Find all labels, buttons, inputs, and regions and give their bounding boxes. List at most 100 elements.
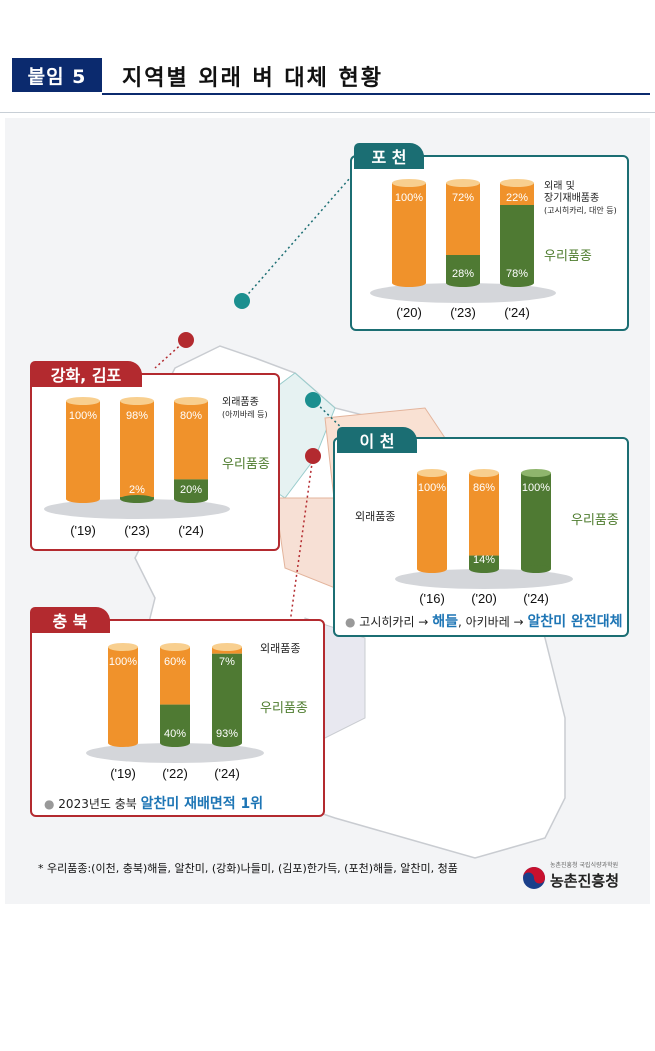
year-label: ('23) xyxy=(124,523,150,538)
bar-foreign xyxy=(66,401,100,499)
appendix-badge: 붙임 5 xyxy=(12,58,102,92)
bar-base xyxy=(174,495,208,503)
year-label: ('20) xyxy=(471,591,497,606)
chart-chungbuk: 100% ('19) 60% 40% ('22) 7% 93% ('24) xyxy=(86,643,264,781)
pedestal xyxy=(370,283,556,303)
year-label: ('22) xyxy=(162,766,188,781)
value-label-foreign: 100% xyxy=(109,656,137,668)
bar-cap xyxy=(500,179,534,187)
bar-base xyxy=(446,279,480,287)
bar-domestic xyxy=(212,653,242,743)
bar-base xyxy=(392,279,426,287)
bar-cap xyxy=(392,179,426,187)
bar-base xyxy=(212,739,242,747)
bar-domestic xyxy=(521,473,551,569)
value-label-domestic: 14% xyxy=(473,554,495,566)
value-label-domestic: 100% xyxy=(522,482,550,494)
pedestal xyxy=(86,743,264,763)
bar-base xyxy=(500,279,534,287)
bar-base xyxy=(120,495,154,503)
ganghwa-marker xyxy=(178,332,194,348)
label-domestic: 우리품종 xyxy=(222,457,270,472)
tab-icheon: 이 천 xyxy=(337,427,417,453)
value-label-foreign: 60% xyxy=(164,656,186,668)
tab-chungbuk: 충 북 xyxy=(30,607,110,633)
bar-foreign xyxy=(392,183,426,283)
year-label: ('20) xyxy=(396,305,422,320)
note-alchanmi: 알찬미 완전대체 xyxy=(527,614,623,630)
bar-domestic xyxy=(446,255,480,283)
label-domestic: 우리품종 xyxy=(260,701,308,716)
bar-foreign xyxy=(469,473,499,556)
note-mid: , 아키바레 → xyxy=(457,615,528,629)
value-label-domestic: 2% xyxy=(129,484,145,496)
pedestal xyxy=(395,569,573,589)
icheon-marker xyxy=(305,392,321,408)
bar-cap xyxy=(174,397,208,405)
bar-foreign xyxy=(174,401,208,480)
value-label-domestic: 78% xyxy=(506,268,528,280)
value-label-foreign: 100% xyxy=(395,192,423,204)
bar-cap xyxy=(417,469,447,477)
note-prefix: 2023년도 충북 xyxy=(58,797,141,811)
label-foreign: 외래품종 xyxy=(355,510,396,523)
bar-cap xyxy=(66,397,100,405)
bar-cap xyxy=(120,397,154,405)
bar-foreign xyxy=(446,183,480,255)
year-label: ('24) xyxy=(214,766,240,781)
note-prefix: 고시히카리 → xyxy=(359,615,433,629)
year-label: ('19) xyxy=(110,766,136,781)
value-label-foreign: 86% xyxy=(473,482,495,494)
label-foreign-sub: (고시히카리, 대안 등) xyxy=(544,206,617,215)
value-label-foreign: 80% xyxy=(180,410,202,422)
bar-domestic xyxy=(174,479,208,499)
pedestal xyxy=(44,499,230,519)
value-label-foreign: 100% xyxy=(69,410,97,422)
year-label: ('24) xyxy=(523,591,549,606)
value-label-domestic: 40% xyxy=(164,728,186,740)
panel-ganghwa: 강화, 김포 100% ('19) 98% 2% ('23) 80% 20% ('24) 외래… xyxy=(30,361,280,551)
value-label-domestic: 28% xyxy=(452,268,474,280)
label-foreign: 외래품종 xyxy=(260,642,301,655)
bar-foreign xyxy=(108,647,138,743)
footnote: * 우리품종:(이천, 충북)해들, 알찬미, (강화)나들미, (김포)한가득… xyxy=(38,862,458,875)
panel-icheon: 이 천 100% ('16) 86% 14% ('20) 100% ('24) 외래품종 우… xyxy=(333,427,629,637)
chungbuk-marker xyxy=(305,448,321,464)
label-domestic: 우리품종 xyxy=(544,249,592,264)
bar-foreign xyxy=(417,473,447,569)
bar-cap xyxy=(212,643,242,651)
chungbuk-note: ● 2023년도 충북 알찬미 재배면적 1위 xyxy=(44,796,264,812)
bar-base xyxy=(160,739,190,747)
value-label-domestic: 93% xyxy=(216,728,238,740)
note-highlight: 알찬미 재배면적 1위 xyxy=(140,796,264,812)
icheon-note: ● 고시히카리 → 해들, 아키바레 → 알찬미 완전대체 xyxy=(345,614,623,630)
header-underline xyxy=(102,93,650,95)
year-label: ('19) xyxy=(70,523,96,538)
tab-ganghwa: 강화, 김포 xyxy=(30,361,142,387)
panel-chungbuk: 충 북 100% ('19) 60% 40% ('22) 7% 93% ('24) 외래품종 … xyxy=(30,607,325,817)
chart-pocheon: 100% ('20) 72% 28% ('23) 22% 78% ('24) xyxy=(370,179,556,320)
taegeuk-icon xyxy=(523,867,545,889)
divider xyxy=(0,112,655,113)
chart-ganghwa: 100% ('19) 98% 2% ('23) 80% 20% ('24) xyxy=(44,397,230,538)
bar-cap xyxy=(521,469,551,477)
value-label-foreign: 72% xyxy=(452,192,474,204)
year-label: ('23) xyxy=(450,305,476,320)
bar-cap xyxy=(160,643,190,651)
value-label-foreign: 7% xyxy=(219,656,235,668)
page-title: 지역별 외래 벼 대체 현황 xyxy=(122,66,384,91)
bar-base xyxy=(108,739,138,747)
value-label-foreign: 98% xyxy=(126,410,148,422)
ministry-sub: 농촌진흥청 국립식량과학원 xyxy=(550,862,619,869)
bar-base xyxy=(417,565,447,573)
bar-cap xyxy=(446,179,480,187)
value-label-domestic: 20% xyxy=(180,484,202,496)
bar-domestic xyxy=(160,704,190,743)
bar-cap xyxy=(469,469,499,477)
note-haedeul: 해들 xyxy=(432,614,458,630)
label-foreign-sub: (아끼바레 등) xyxy=(222,410,268,419)
bar-base xyxy=(521,565,551,573)
bar-base xyxy=(469,565,499,573)
bar-domestic xyxy=(500,205,534,283)
value-label-foreign: 22% xyxy=(506,192,528,204)
